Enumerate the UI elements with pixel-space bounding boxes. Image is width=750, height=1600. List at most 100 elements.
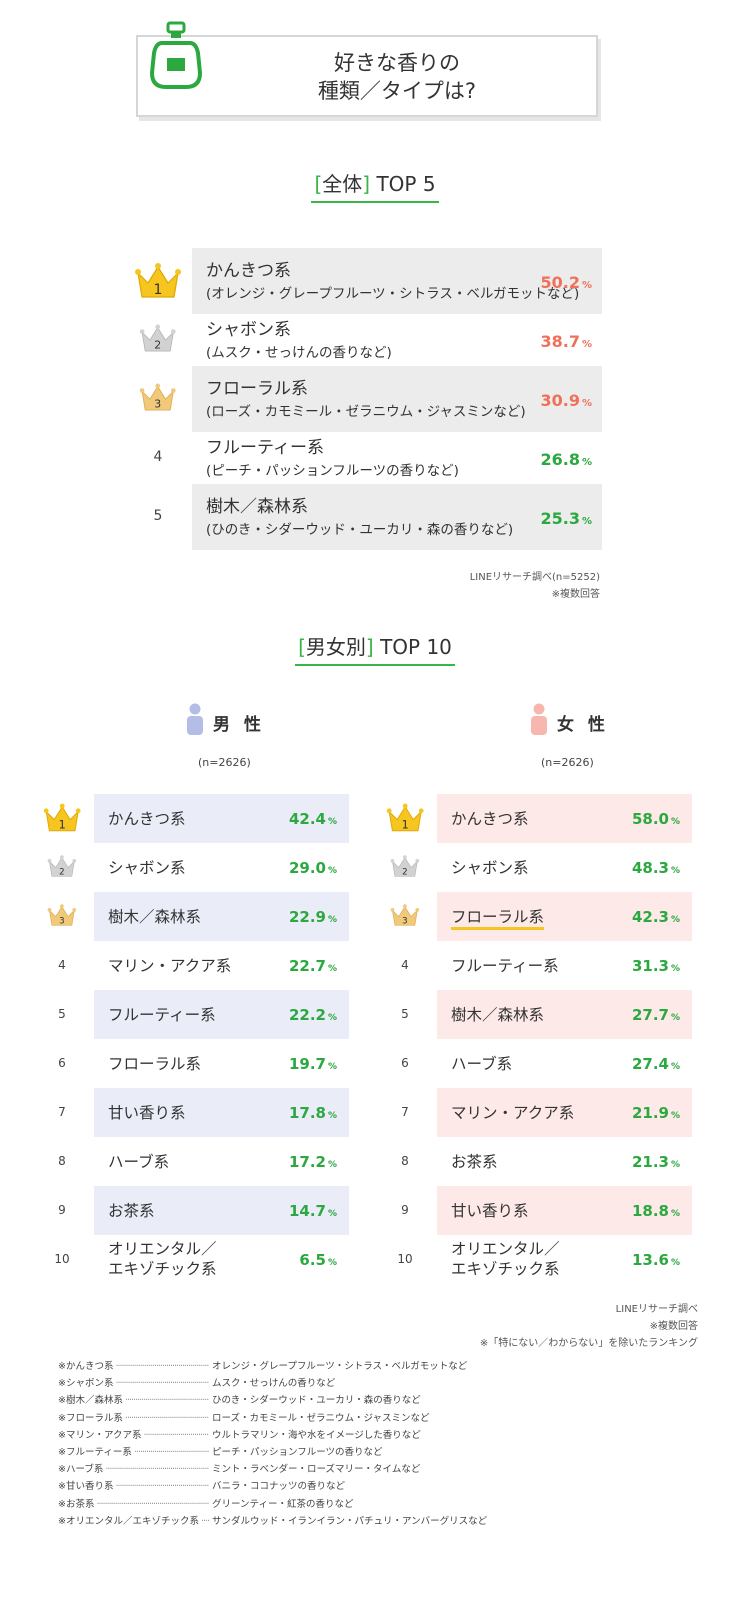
- scent-name: マリン・アクア系: [451, 1104, 575, 1122]
- ranking-row: シャボン系 48.3%: [437, 843, 692, 892]
- scent-value: 21.9%: [631, 1104, 680, 1122]
- rank-number: 6: [401, 1056, 409, 1070]
- rank-number: 10: [397, 1252, 413, 1266]
- dot-leader: ........................................…: [105, 1461, 209, 1473]
- rank-number: 4: [401, 958, 409, 972]
- overall-row: フルーティー系 (ピーチ・パッションフルーツの香りなど) 26.8%: [192, 425, 602, 491]
- scent-desc: (ひのき・シダーウッド・ユーカリ・森の香りなど): [206, 522, 514, 538]
- ranking-row: オリエンタル／ エキゾチック系 13.6%: [437, 1235, 692, 1284]
- rank-1-crown-icon: 1: [134, 261, 186, 307]
- female-person-icon: [531, 703, 547, 735]
- scent-name: フルーティー系: [451, 957, 559, 975]
- glossary-desc: ムスク・せっけんの香りなど: [212, 1378, 336, 1390]
- glossary-item: ※ハーブ系...................................…: [58, 1461, 658, 1478]
- glossary-term: ※お茶系: [58, 1498, 95, 1510]
- scent-value: 50.2%: [540, 273, 592, 292]
- gender-note-2: ※「特にない／わからない」を除いたランキング: [479, 1338, 698, 1349]
- glossary-desc: グリーンティー・紅茶の香りなど: [212, 1498, 354, 1510]
- scent-name: シャボン系: [108, 859, 186, 877]
- rank-number: 6: [58, 1056, 66, 1070]
- ranking-row: フルーティー系 31.3%: [437, 941, 692, 990]
- ranking-row: ハーブ系 27.4%: [437, 1039, 692, 1088]
- scent-value: 42.4%: [288, 810, 337, 828]
- dot-leader: ........................................…: [124, 1392, 209, 1404]
- scent-name: 甘い香り系: [108, 1104, 186, 1122]
- rank-number: 5: [153, 508, 163, 524]
- scent-value: 48.3%: [631, 859, 680, 877]
- glossary-item: ※樹木／森林系.................................…: [58, 1392, 658, 1409]
- scent-value: 29.0%: [288, 859, 337, 877]
- scent-value: 31.3%: [631, 957, 680, 975]
- ranking-row: フローラル系 42.3%: [437, 892, 692, 941]
- glossary-desc: ウルトラマリン・海や水をイメージした香りなど: [212, 1429, 421, 1441]
- glossary-desc: ミント・ラベンダー・ローズマリー・タイムなど: [212, 1464, 421, 1476]
- scent-desc: (ピーチ・パッションフルーツの香りなど): [206, 463, 459, 479]
- overall-row: シャボン系 (ムスク・せっけんの香りなど) 38.7%: [192, 307, 602, 373]
- scent-name: お茶系: [108, 1202, 155, 1220]
- ranking-row: かんきつ系 42.4%: [94, 794, 349, 843]
- male-label: 男 性: [213, 715, 265, 735]
- scent-name: フルーティー系: [108, 1006, 216, 1024]
- ranking-row: マリン・アクア系 22.7%: [94, 941, 349, 990]
- scent-value: 22.7%: [288, 957, 337, 975]
- glossary-item: ※オリエンタル／エキゾチック系.........................…: [58, 1513, 658, 1530]
- svg-text:2: 2: [402, 867, 408, 877]
- male-person-icon: [187, 703, 203, 735]
- svg-text:3: 3: [402, 916, 408, 926]
- scent-value: 25.3%: [540, 509, 592, 528]
- ranking-row: フローラル系 19.7%: [94, 1039, 349, 1088]
- scent-value: 17.2%: [288, 1153, 337, 1171]
- ranking-row: お茶系 14.7%: [94, 1186, 349, 1235]
- scent-name: フローラル系: [451, 907, 545, 930]
- scent-value: 18.8%: [631, 1202, 680, 1220]
- scent-name: 樹木／森林系: [206, 497, 308, 517]
- rank-1-crown-icon: 1: [386, 802, 438, 848]
- female-n: (n=2626): [541, 756, 594, 769]
- rank-2-crown-icon: 2: [47, 854, 99, 900]
- svg-text:2: 2: [59, 867, 65, 877]
- overall-row: かんきつ系 (オレンジ・グレープフルーツ・シトラス・ベルガモットなど) 50.2%: [192, 248, 602, 314]
- overall-row: フローラル系 (ローズ・カモミール・ゼラニウム・ジャスミンなど) 30.9%: [192, 366, 602, 432]
- dot-leader: ........................................…: [124, 1409, 209, 1421]
- dot-leader: ........................................…: [143, 1426, 210, 1438]
- overall-row: 樹木／森林系 (ひのき・シダーウッド・ユーカリ・森の香りなど) 25.3%: [192, 484, 602, 550]
- glossary-item: ※マリン・アクア系...............................…: [58, 1427, 658, 1444]
- glossary-term: ※シャボン系: [58, 1378, 114, 1390]
- scent-value: 6.5%: [299, 1251, 337, 1269]
- ranking-row: シャボン系 29.0%: [94, 843, 349, 892]
- glossary-item: ※シャボン系..................................…: [58, 1375, 658, 1392]
- rank-2-crown-icon: 2: [390, 854, 442, 900]
- rank-number: 5: [401, 1007, 409, 1021]
- svg-text:1: 1: [154, 282, 163, 298]
- glossary-desc: ひのき・シダーウッド・ユーカリ・森の香りなど: [212, 1395, 421, 1407]
- rank-number: 4: [58, 958, 66, 972]
- dot-leader: ........................................…: [200, 1512, 209, 1524]
- scent-desc: (オレンジ・グレープフルーツ・シトラス・ベルガモットなど): [206, 286, 580, 302]
- overall-note: ※複数回答: [551, 589, 600, 600]
- glossary-desc: バニラ・ココナッツの香りなど: [212, 1481, 346, 1493]
- scent-value: 13.6%: [631, 1251, 680, 1269]
- glossary-term: ※かんきつ系: [58, 1361, 114, 1372]
- scent-desc: (ローズ・カモミール・ゼラニウム・ジャスミンなど): [206, 404, 526, 420]
- rank-number: 8: [401, 1154, 409, 1168]
- scent-name: シャボン系: [206, 320, 291, 340]
- glossary-term: ※マリン・アクア系: [58, 1429, 142, 1441]
- scent-value: 30.9%: [540, 391, 592, 410]
- rank-number: 9: [401, 1203, 409, 1217]
- rank-number: 7: [58, 1105, 66, 1119]
- rank-number: 7: [401, 1105, 409, 1119]
- scent-value: 26.8%: [540, 450, 592, 469]
- scent-value: 27.7%: [631, 1006, 680, 1024]
- ranking-row: 甘い香り系 17.8%: [94, 1088, 349, 1137]
- ranking-row: フルーティー系 22.2%: [94, 990, 349, 1039]
- scent-name: フローラル系: [108, 1055, 202, 1073]
- glossary-desc: ピーチ・パッションフルーツの香りなど: [212, 1446, 383, 1458]
- glossary-item: ※お茶系....................................…: [58, 1496, 658, 1513]
- scent-value: 58.0%: [631, 810, 680, 828]
- dot-leader: ........................................…: [96, 1495, 209, 1507]
- rank-3-crown-icon: 3: [47, 903, 99, 949]
- title-card: 好きな香りの 種類／タイプは?: [136, 21, 598, 117]
- overall-heading: [全体] TOP 5: [0, 170, 750, 203]
- scent-name: 樹木／森林系: [108, 908, 202, 926]
- scent-value: 22.2%: [288, 1006, 337, 1024]
